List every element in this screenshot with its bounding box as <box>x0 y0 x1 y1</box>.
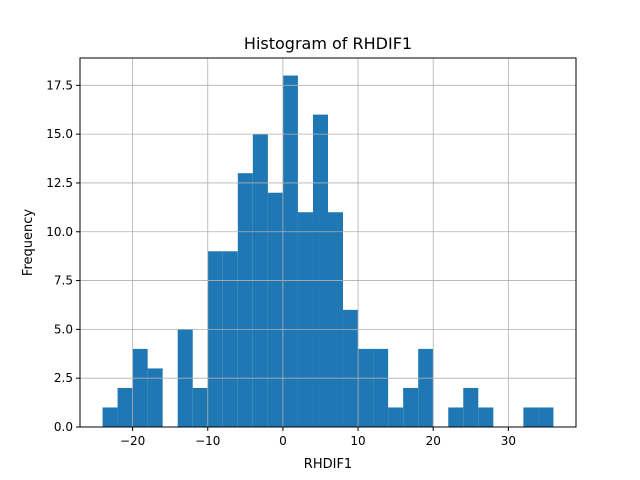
y-tick-label: 7.5 <box>54 274 73 288</box>
histogram-bar <box>102 407 118 427</box>
plot-frame <box>79 57 577 428</box>
histogram-bar <box>418 348 434 427</box>
histogram-bar <box>117 387 133 427</box>
histogram-bar <box>448 407 464 427</box>
histogram-bar <box>147 368 163 427</box>
histogram-bar <box>403 387 419 427</box>
y-axis: 0.0 2.5 5.0 7.5 10.0 12.5 15.0 17.5 <box>46 78 80 434</box>
histogram-bar <box>207 251 223 427</box>
y-tick-label: 10.0 <box>46 225 73 239</box>
histogram-bar <box>523 407 539 427</box>
histogram-bar <box>463 387 479 427</box>
y-tick-label: 2.5 <box>54 371 73 385</box>
x-tick-label: 30 <box>501 434 516 448</box>
histogram-bar <box>222 251 238 427</box>
histogram-bar <box>297 212 313 427</box>
histogram-bar <box>282 75 298 428</box>
y-tick-label: 0.0 <box>54 420 73 434</box>
histogram-bar <box>312 114 328 427</box>
x-tick-label: −10 <box>195 434 220 448</box>
histogram-bar <box>267 192 283 427</box>
histogram-bar <box>343 309 359 427</box>
x-tick-label: 0 <box>279 434 287 448</box>
histogram-bar <box>192 387 208 427</box>
histogram-bar <box>538 407 554 427</box>
y-tick-label: 5.0 <box>54 322 73 336</box>
y-tick-label: 12.5 <box>46 176 73 190</box>
x-tick-label: 20 <box>426 434 441 448</box>
histogram-bar <box>328 212 344 427</box>
histogram-bar <box>358 348 374 427</box>
histogram-bar <box>373 348 389 427</box>
y-axis-label: Frequency <box>21 209 36 276</box>
x-tick-label: 10 <box>350 434 365 448</box>
x-axis: −20 −10 0 10 20 30 <box>120 427 516 448</box>
histogram-bar <box>388 407 404 427</box>
y-tick-label: 15.0 <box>46 127 73 141</box>
histogram-bar <box>237 173 253 427</box>
chart-title: Histogram of RHDIF1 <box>244 34 412 53</box>
bars-layer <box>80 58 576 428</box>
histogram-bar <box>478 407 494 427</box>
y-tick-label: 17.5 <box>46 78 73 92</box>
histogram-bar <box>132 348 148 427</box>
x-tick-label: −20 <box>120 434 145 448</box>
x-axis-label: RHDIF1 <box>304 457 352 472</box>
